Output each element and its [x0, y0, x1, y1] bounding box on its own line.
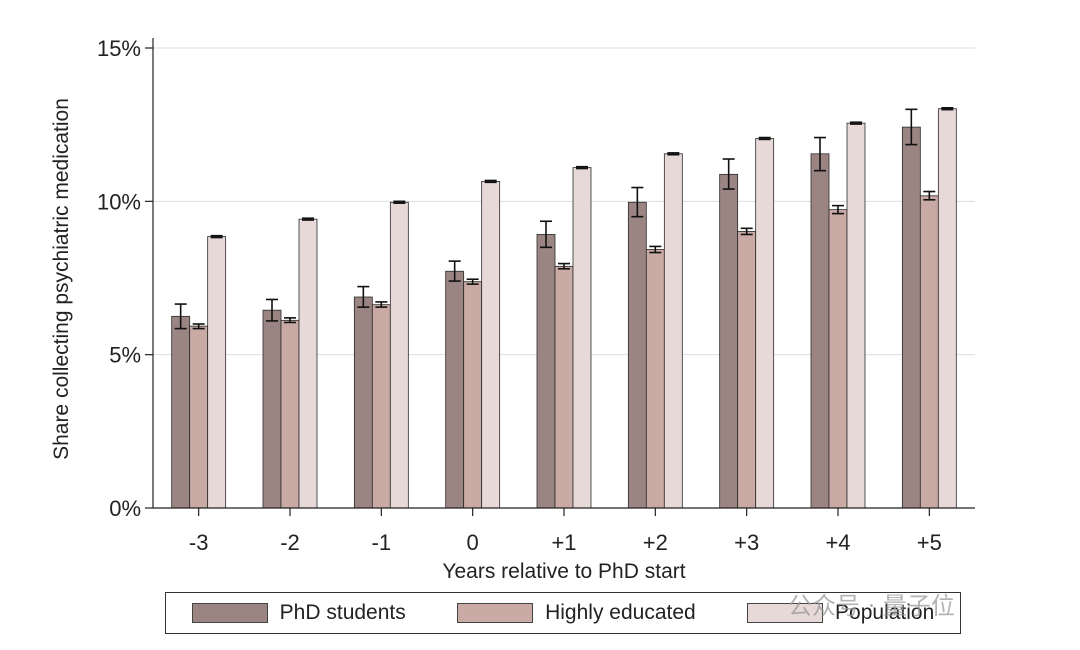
error-bar-highly-educated-+5	[923, 190, 936, 201]
legend-label-phd-students: PhD students	[279, 601, 406, 624]
error-bar-highly-educated-+1	[558, 262, 570, 270]
legend-label-population: Population	[835, 601, 935, 624]
x-tick-label: -2	[280, 530, 300, 555]
error-bar-highly-educated-+2	[649, 245, 662, 254]
bar-highly-educated-+2	[645, 249, 665, 509]
error-bar-population-+3	[758, 136, 771, 141]
error-bar-phd-students-+4	[814, 136, 826, 172]
legend-item-population: Population	[747, 601, 934, 625]
error-bar-highly-educated--2	[284, 317, 296, 324]
error-bar-highly-educated--3	[192, 323, 205, 330]
bar-highly-educated--3	[189, 325, 209, 509]
x-tick-label: -1	[372, 530, 392, 555]
error-bar-population-0	[484, 179, 497, 184]
bar-phd-students-0	[445, 270, 465, 509]
error-bar-population--1	[393, 200, 406, 204]
legend: PhD students Highly educated Population	[165, 592, 961, 634]
legend-item-highly-educated: Highly educated	[457, 601, 696, 625]
y-tick-label: 0%	[109, 496, 141, 521]
error-bar-phd-students-+5	[905, 108, 918, 146]
bar-highly-educated-+1	[554, 265, 574, 509]
x-tick-label: 0	[467, 530, 479, 555]
x-axis-label: Years relative to PhD start	[442, 560, 685, 583]
legend-item-phd-students: PhD students	[191, 601, 406, 625]
x-tick-label: +5	[917, 530, 942, 555]
legend-label-highly-educated: Highly educated	[545, 601, 696, 624]
chart: 0% 5% 10% 15% -3 -2 -1 0 +1 +2 +3 +4 +5 Share collec…	[50, 36, 975, 583]
x-tick-label: +2	[643, 530, 668, 555]
legend-swatch-population	[747, 603, 824, 623]
bar-highly-educated-+3	[737, 230, 757, 509]
error-bar-highly-educated--1	[375, 301, 388, 308]
x-tick-label: +4	[825, 530, 850, 555]
x-tick-label: +1	[551, 530, 576, 555]
error-bar-population-+1	[576, 165, 588, 170]
bar-population-+2	[663, 153, 683, 509]
error-bar-highly-educated-0	[466, 278, 479, 285]
error-bar-population-+2	[667, 152, 680, 156]
error-bars	[174, 107, 954, 330]
error-bar-phd-students-+1	[540, 220, 552, 249]
bar-phd-students--1	[353, 296, 373, 509]
bar-highly-educated-+5	[919, 195, 939, 509]
error-bar-population--3	[210, 234, 223, 239]
error-bar-phd-students--3	[174, 303, 187, 330]
bar-population--3	[207, 236, 227, 509]
y-tick-label: 15%	[97, 36, 141, 61]
bar-population-0	[481, 180, 501, 509]
bar-phd-students--2	[262, 309, 282, 509]
x-tick-label: -3	[189, 530, 209, 555]
bar-population--2	[298, 218, 318, 509]
bar-highly-educated--2	[280, 319, 300, 509]
bar-population--1	[389, 201, 409, 509]
bars	[171, 108, 957, 509]
axes: 0% 5% 10% 15% -3 -2 -1 0 +1 +2 +3 +4 +5	[97, 36, 975, 555]
error-bar-phd-students-0	[448, 260, 461, 282]
x-tick-label: +3	[734, 530, 759, 555]
bar-phd-students-+3	[719, 173, 739, 509]
error-bar-phd-students-+2	[631, 186, 644, 218]
bar-population-+1	[572, 167, 592, 509]
error-bar-highly-educated-+3	[740, 227, 753, 236]
error-bar-population--2	[302, 217, 314, 221]
error-bar-highly-educated-+4	[832, 204, 844, 215]
bar-population-+4	[846, 122, 866, 509]
bar-phd-students-+1	[536, 234, 556, 509]
error-bar-population-+5	[941, 107, 954, 111]
error-bar-population-+4	[850, 121, 862, 125]
legend-swatch-phd-students	[191, 603, 268, 623]
bar-highly-educated-+4	[828, 209, 848, 509]
error-bar-phd-students--1	[357, 285, 370, 308]
error-bar-phd-students--2	[266, 298, 278, 322]
bar-phd-students--3	[171, 315, 191, 509]
bar-phd-students-+4	[810, 153, 830, 509]
bar-highly-educated-0	[463, 281, 483, 509]
bar-highly-educated--1	[371, 304, 391, 509]
y-axis-label: Share collecting psychiatric medication	[50, 98, 73, 460]
bar-phd-students-+5	[901, 126, 921, 509]
error-bar-phd-students-+3	[722, 158, 735, 190]
y-tick-label: 5%	[109, 343, 141, 368]
bar-population-+5	[937, 108, 957, 509]
legend-swatch-highly-educated	[457, 603, 534, 623]
bar-population-+3	[755, 138, 775, 509]
bar-phd-students-+2	[627, 201, 647, 509]
y-tick-label: 10%	[97, 189, 141, 214]
